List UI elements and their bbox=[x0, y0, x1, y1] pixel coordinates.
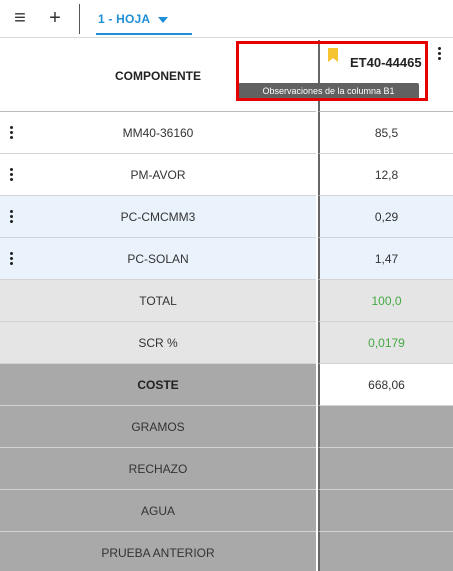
cost-value: 668,06 bbox=[318, 364, 453, 406]
value-cell[interactable]: 0,29 bbox=[318, 196, 453, 238]
plus-icon[interactable]: + bbox=[49, 6, 61, 29]
component-cell: PM-AVOR bbox=[0, 154, 316, 196]
value-cell[interactable]: 1,47 bbox=[318, 238, 453, 280]
cost-row: COSTE 668,06 bbox=[0, 364, 453, 406]
column-tooltip: Observaciones de la columna B1 bbox=[238, 83, 419, 99]
sheet-tab-label: 1 - HOJA bbox=[98, 12, 151, 26]
previous-test-value[interactable] bbox=[318, 532, 453, 571]
total-row: TOTAL 100,0 bbox=[0, 280, 453, 322]
cost-label: COSTE bbox=[0, 364, 316, 406]
column-b1-header[interactable]: ET40-44465 bbox=[318, 40, 453, 112]
bookmark-icon[interactable] bbox=[328, 48, 338, 62]
total-label: TOTAL bbox=[0, 280, 316, 322]
total-value: 100,0 bbox=[318, 280, 453, 322]
table-row: MM40-36160 85,5 bbox=[0, 112, 453, 154]
component-name: PM-AVOR bbox=[130, 167, 186, 182]
row-menu-icon[interactable] bbox=[10, 238, 13, 279]
grams-label: GRAMOS bbox=[0, 406, 316, 448]
toolbar: ≡ + 1 - HOJA bbox=[0, 0, 453, 38]
component-name: PC-CMCMM3 bbox=[120, 209, 196, 224]
component-cell: PC-SOLAN bbox=[0, 238, 316, 280]
component-cell: MM40-36160 bbox=[0, 112, 316, 154]
highlight-box bbox=[236, 41, 428, 101]
component-name: PC-SOLAN bbox=[127, 251, 189, 266]
reject-label: RECHAZO bbox=[0, 448, 316, 490]
table-row: PM-AVOR 12,8 bbox=[0, 154, 453, 196]
hamburger-icon[interactable]: ≡ bbox=[14, 6, 26, 29]
chevron-down-icon[interactable] bbox=[158, 16, 169, 23]
value-cell[interactable]: 12,8 bbox=[318, 154, 453, 196]
water-value[interactable] bbox=[318, 490, 453, 532]
previous-test-row: PRUEBA ANTERIOR bbox=[0, 532, 453, 571]
header-row: COMPONENTE ET40-44465 bbox=[0, 40, 453, 112]
scr-value: 0,0179 bbox=[318, 322, 453, 364]
toolbar-divider bbox=[79, 4, 80, 34]
row-menu-icon[interactable] bbox=[10, 196, 13, 237]
previous-test-label: PRUEBA ANTERIOR bbox=[0, 532, 316, 571]
component-header: COMPONENTE bbox=[0, 40, 316, 112]
column-menu-icon[interactable] bbox=[438, 47, 441, 60]
reject-value[interactable] bbox=[318, 448, 453, 490]
scr-row: SCR % 0,0179 bbox=[0, 322, 453, 364]
component-cell: PC-CMCMM3 bbox=[0, 196, 316, 238]
column-title: ET40-44465 bbox=[350, 55, 422, 70]
grams-value[interactable] bbox=[318, 406, 453, 448]
water-row: AGUA bbox=[0, 490, 453, 532]
scr-label: SCR % bbox=[0, 322, 316, 364]
water-label: AGUA bbox=[0, 490, 316, 532]
sheet-tab[interactable]: 1 - HOJA bbox=[96, 5, 192, 35]
reject-row: RECHAZO bbox=[0, 448, 453, 490]
component-name: MM40-36160 bbox=[122, 125, 194, 140]
table-row: PC-SOLAN 1,47 bbox=[0, 238, 453, 280]
table-row: PC-CMCMM3 0,29 bbox=[0, 196, 453, 238]
value-cell[interactable]: 85,5 bbox=[318, 112, 453, 154]
grams-row: GRAMOS bbox=[0, 406, 453, 448]
row-menu-icon[interactable] bbox=[10, 154, 13, 195]
row-menu-icon[interactable] bbox=[10, 112, 13, 153]
